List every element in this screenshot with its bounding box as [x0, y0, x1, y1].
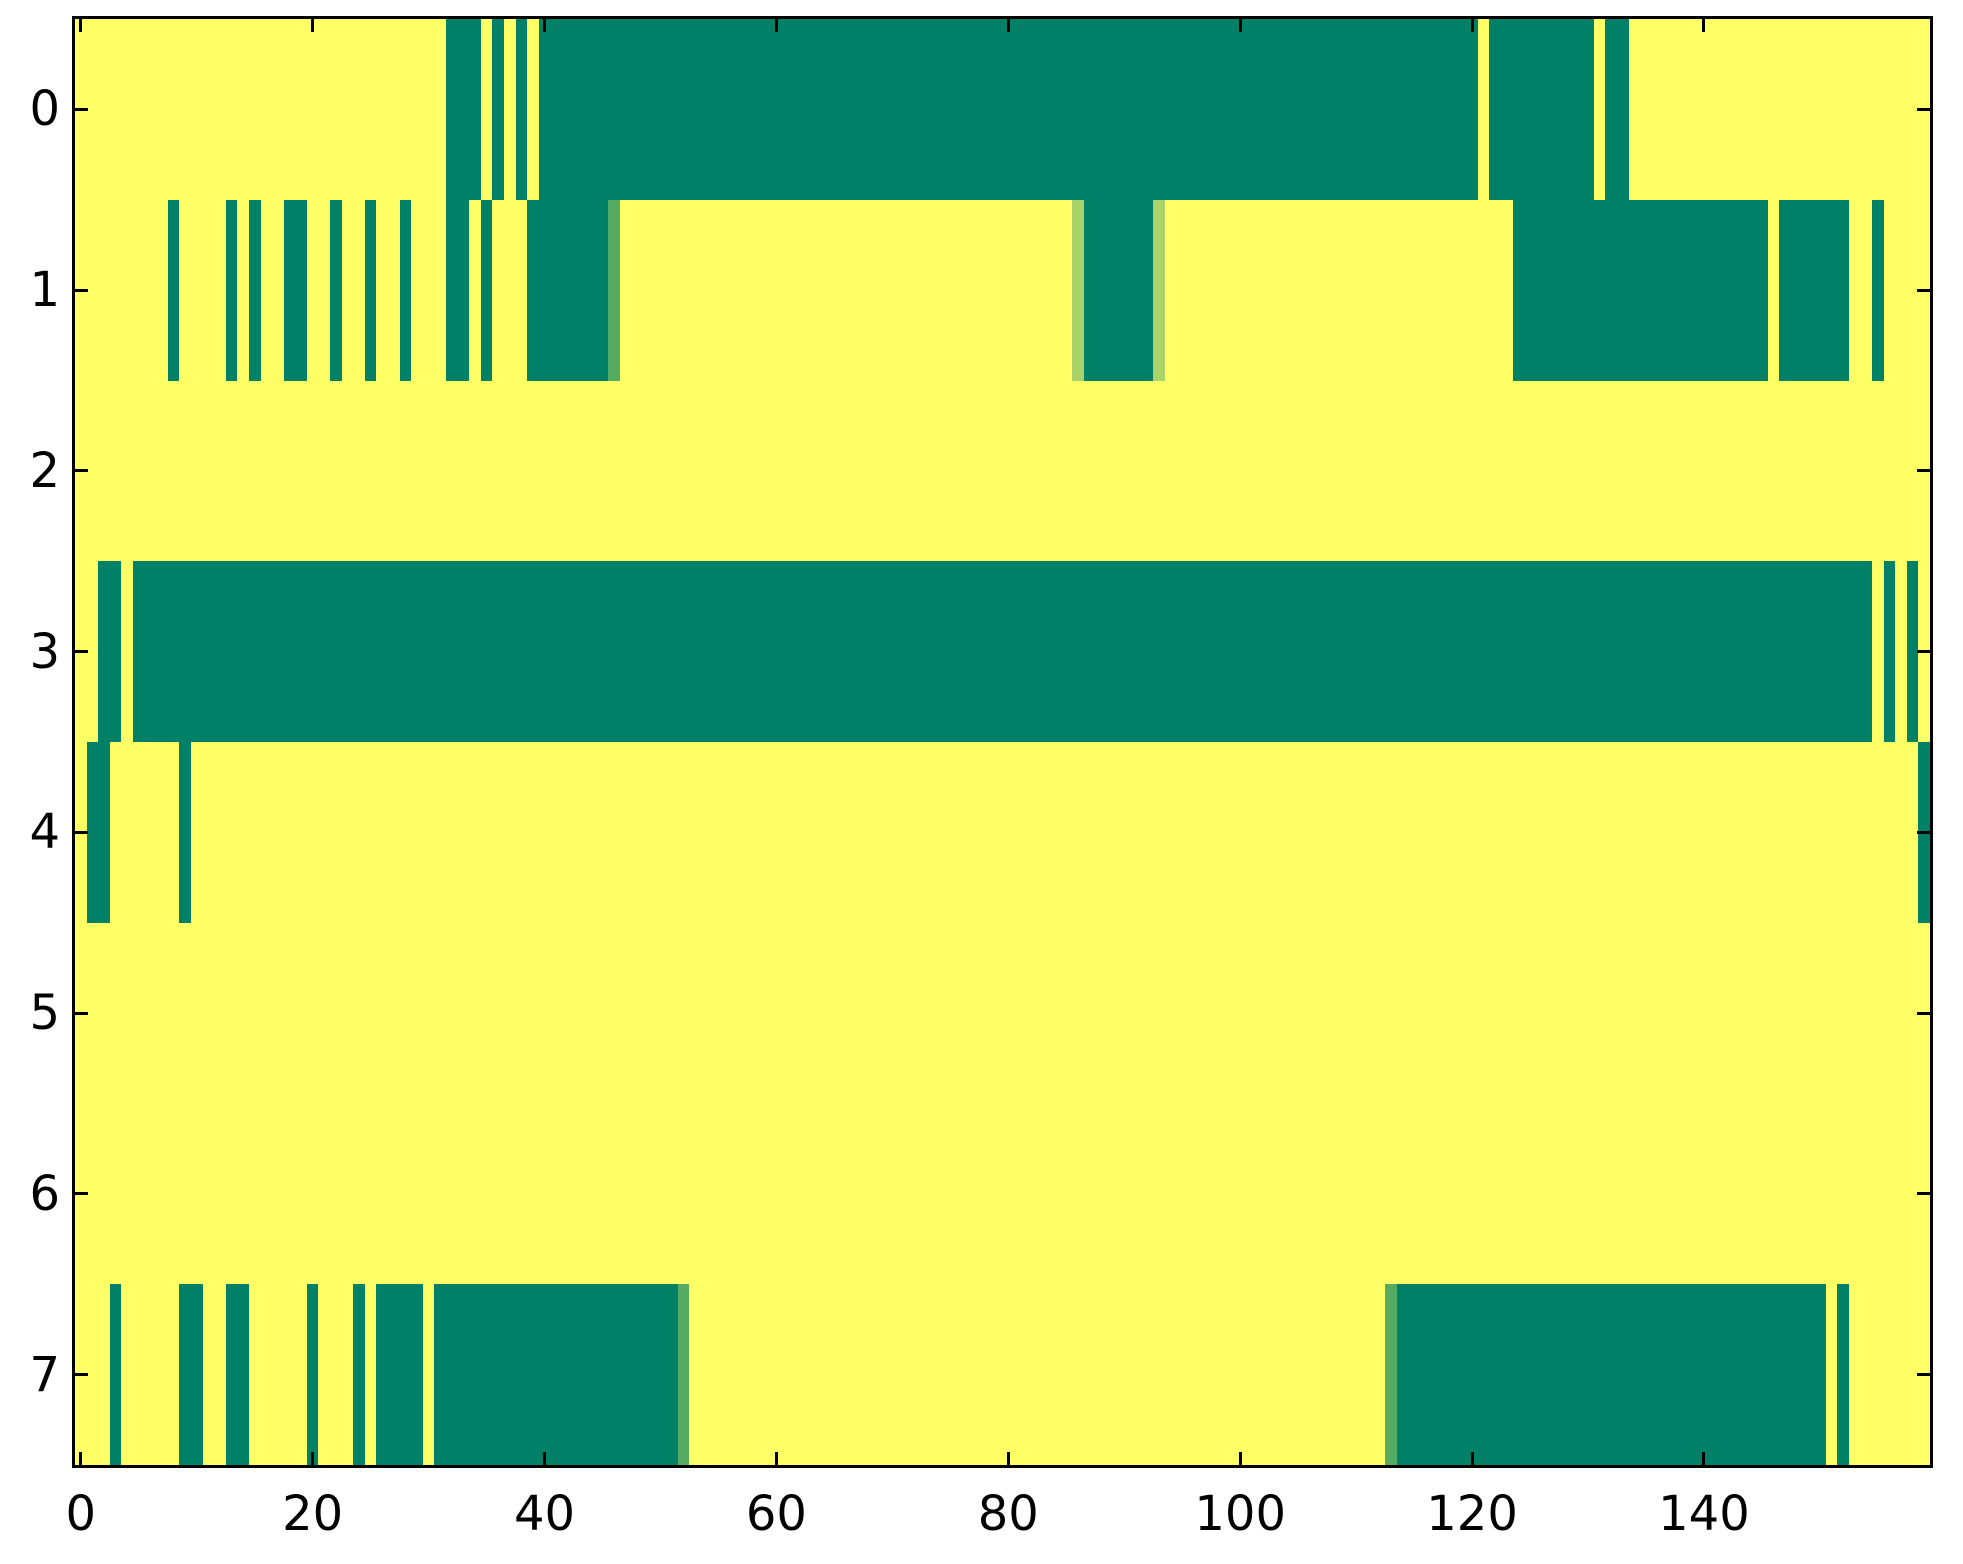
y-tick-label: 4	[29, 804, 60, 861]
heatmap-segment	[399, 199, 412, 381]
heatmap-row	[75, 561, 1930, 742]
x-tick-bottom	[1238, 1452, 1242, 1465]
x-tick-bottom	[543, 1452, 547, 1465]
x-tick-bottom	[1006, 1452, 1010, 1465]
y-tick-left	[75, 650, 88, 654]
heatmap-segment	[434, 1284, 678, 1465]
heatmap-segment	[1072, 199, 1084, 381]
heatmap-segment	[353, 1284, 365, 1465]
y-tick-label: 5	[29, 985, 60, 1042]
heatmap-segment	[1872, 199, 1884, 381]
x-tick-bottom	[79, 1452, 83, 1465]
heatmap-segment	[1512, 199, 1768, 381]
x-tick-label: 40	[514, 1486, 576, 1542]
y-tick-right	[1917, 830, 1930, 834]
heatmap-segment	[538, 19, 1478, 200]
y-tick-left	[75, 830, 88, 834]
x-tick-top	[1006, 19, 1010, 32]
heatmap-row	[75, 1104, 1930, 1285]
y-tick-label: 3	[29, 623, 60, 680]
heatmap-segment	[179, 1284, 203, 1465]
heatmap-segment	[98, 561, 122, 742]
heatmap-segment	[109, 1284, 122, 1465]
heatmap-row	[75, 19, 1930, 200]
heatmap-segment	[225, 199, 238, 381]
heatmap-segment	[1083, 199, 1154, 381]
x-tick-bottom	[1702, 1452, 1706, 1465]
heatmap-row	[75, 381, 1930, 562]
heatmap-segment	[1153, 199, 1165, 381]
heatmap-segment	[446, 199, 470, 381]
x-tick-top	[543, 19, 547, 32]
heatmap-segment	[364, 199, 377, 381]
heatmap-segment	[167, 199, 180, 381]
y-tick-right	[1917, 650, 1930, 654]
x-tick-top	[774, 19, 778, 32]
heatmap-segment	[492, 19, 504, 200]
heatmap-segment	[1837, 1284, 1849, 1465]
x-tick-label: 140	[1658, 1486, 1750, 1542]
y-tick-right	[1917, 469, 1930, 473]
heatmap-segment	[677, 1284, 690, 1465]
heatmap-segment	[608, 199, 620, 381]
heatmap-row	[75, 742, 1930, 923]
y-tick-left	[75, 288, 88, 292]
y-tick-left	[75, 1192, 88, 1196]
heatmap-segment	[179, 742, 191, 923]
heatmap-segment	[330, 199, 342, 381]
heatmap-row	[75, 1284, 1930, 1465]
y-tick-right	[1917, 1011, 1930, 1015]
x-tick-bottom	[311, 1452, 315, 1465]
x-tick-top	[1238, 19, 1242, 32]
y-tick-left	[75, 469, 88, 473]
x-tick-top	[1470, 19, 1474, 32]
y-tick-right	[1917, 1192, 1930, 1196]
heatmap-segment	[248, 199, 261, 381]
y-tick-left	[75, 1011, 88, 1015]
heatmap-segment	[1489, 19, 1594, 200]
heatmap-segment	[1396, 1284, 1826, 1465]
y-tick-label: 7	[29, 1346, 60, 1403]
heatmap-row	[75, 923, 1930, 1104]
y-tick-label: 1	[29, 262, 60, 319]
x-tick-label: 100	[1194, 1486, 1286, 1542]
heatmap-segment	[515, 19, 528, 200]
x-tick-label: 60	[745, 1486, 807, 1542]
y-tick-right	[1917, 288, 1930, 292]
heatmap-segment	[1385, 1284, 1397, 1465]
heatmap-plot-area	[72, 16, 1933, 1468]
heatmap-segment	[306, 1284, 319, 1465]
heatmap-segment	[1883, 561, 1896, 742]
heatmap-segment	[225, 1284, 249, 1465]
y-tick-label: 2	[29, 442, 60, 499]
heatmap-segment	[1779, 199, 1849, 381]
heatmap-segment	[527, 199, 609, 381]
x-tick-top	[79, 19, 83, 32]
heatmap-segment	[132, 561, 1873, 742]
x-tick-bottom	[774, 1452, 778, 1465]
heatmap-segment	[480, 199, 493, 381]
heatmap-segment	[376, 1284, 423, 1465]
heatmap-segment	[86, 742, 110, 923]
heatmap-segment	[446, 19, 481, 200]
heatmap-segment	[283, 199, 307, 381]
x-tick-top	[1702, 19, 1706, 32]
y-tick-right	[1917, 107, 1930, 111]
x-tick-top	[311, 19, 315, 32]
heatmap-segment	[1906, 561, 1919, 742]
y-tick-left	[75, 107, 88, 111]
x-tick-label: 20	[282, 1486, 344, 1542]
x-tick-bottom	[1470, 1452, 1474, 1465]
heatmap-segment	[1605, 19, 1629, 200]
y-tick-label: 6	[29, 1165, 60, 1222]
x-tick-label: 0	[65, 1486, 97, 1542]
heatmap-row	[75, 199, 1930, 381]
x-tick-label: 80	[977, 1486, 1039, 1542]
y-tick-right	[1917, 1373, 1930, 1377]
y-tick-left	[75, 1373, 88, 1377]
x-tick-label: 120	[1426, 1486, 1518, 1542]
y-tick-label: 0	[29, 81, 60, 138]
